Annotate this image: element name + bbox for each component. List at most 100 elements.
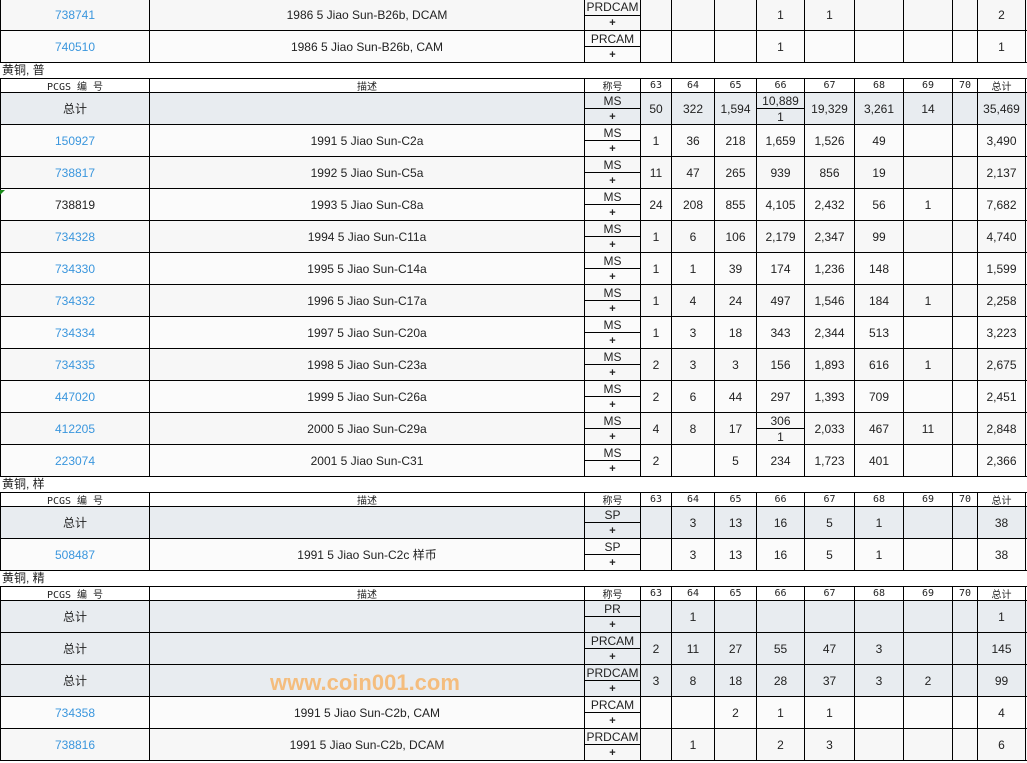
designation: PRDCAM + [585, 729, 641, 760]
grade-count [904, 539, 953, 570]
pcgs-number[interactable]: 734334 [0, 317, 150, 348]
pcgs-number[interactable]: 738741 [0, 0, 150, 30]
grade-count [641, 697, 672, 728]
grade-count [904, 697, 953, 728]
header-total: 总计 [978, 79, 1026, 92]
description: 1991 5 Jiao Sun-C2b, CAM [150, 697, 585, 728]
grade-count [904, 31, 953, 62]
pcgs-number[interactable]: 447020 [0, 381, 150, 412]
pcgs-number[interactable]: 740510 [0, 31, 150, 62]
grade-count: 709 [855, 381, 904, 412]
total-label: 总计 [0, 665, 150, 696]
designation-label: MS [603, 93, 622, 108]
header-grade: 69 [904, 79, 953, 92]
plus-label: + [585, 172, 640, 188]
header-grade: 63 [641, 493, 672, 506]
designation: MS + [585, 221, 641, 252]
table-row: 738741 1986 5 Jiao Sun-B26b, DCAM PRDCAM +1… [0, 0, 1027, 31]
plus-label: + [585, 300, 640, 316]
pcgs-number[interactable]: 412205 [0, 413, 150, 444]
pcgs-number[interactable]: 150927 [0, 125, 150, 156]
header-grade: 68 [855, 79, 904, 92]
plus-label: + [585, 554, 640, 570]
description: 1995 5 Jiao Sun-C14a [150, 253, 585, 284]
table-row: 734358 1991 5 Jiao Sun-C2b, CAM PRCAM +2 1 1 4 [0, 697, 1027, 729]
header-grade: 70 [953, 587, 978, 600]
designation: MS + [585, 285, 641, 316]
header-grade: 64 [672, 587, 715, 600]
header-grade: 67 [805, 79, 855, 92]
total-label: 总计 [0, 633, 150, 664]
pcgs-number[interactable]: 738817 [0, 157, 150, 188]
table-row: 412205 2000 5 Jiao Sun-C29a MS +4 8 17 306 1 2,0… [0, 413, 1027, 445]
table-row: 734330 1995 5 Jiao Sun-C14a MS +1 1 39 174 1,23… [0, 253, 1027, 285]
grade-count [953, 93, 978, 124]
grade-count [641, 601, 672, 632]
header-row: PCGS 编 号描述 称号 63 64 65 66 67 68 69 70 总计 [0, 586, 1027, 601]
total-label: 总计 [0, 507, 150, 538]
designation: PRCAM + [585, 633, 641, 664]
pcgs-number[interactable]: 508487 [0, 539, 150, 570]
grade-count [855, 0, 904, 30]
pcgs-number[interactable]: 738816 [0, 729, 150, 760]
designation: SP + [585, 507, 641, 538]
grade-count [953, 507, 978, 538]
grade-count: 148 [855, 253, 904, 284]
pcgs-number[interactable]: 734335 [0, 349, 150, 380]
plus-label: + [585, 140, 640, 156]
pcgs-number[interactable]: 734332 [0, 285, 150, 316]
pcgs-number[interactable]: 734358 [0, 697, 150, 728]
grade-count [953, 539, 978, 570]
designation-label: PRDCAM [586, 729, 639, 744]
description: 1998 5 Jiao Sun-C23a [150, 349, 585, 380]
grade-count [904, 381, 953, 412]
header-pcgs: PCGS 编 号 [0, 587, 150, 600]
plus-label: + [585, 108, 640, 124]
designation-label: PRDCAM [586, 0, 639, 15]
grade-count: 401 [855, 445, 904, 476]
table-row: 223074 2001 5 Jiao Sun-C31 MS +2 5 234 1,723 40… [0, 445, 1027, 477]
grade-count: 37 [805, 665, 855, 696]
grade-count [715, 729, 757, 760]
plus-label: + [585, 364, 640, 380]
plus-label: + [585, 268, 640, 284]
grade-count: 1 [641, 253, 672, 284]
grade-count: 1,546 [805, 285, 855, 316]
grade-count: 856 [805, 157, 855, 188]
row-total: 7,682 [978, 189, 1026, 220]
grade-count [672, 445, 715, 476]
grade-count: 99 [855, 221, 904, 252]
grade-count: 44 [715, 381, 757, 412]
table-row: 738817 1992 5 Jiao Sun-C5a MS +11 47 265 939 85… [0, 157, 1027, 189]
grade-count [715, 601, 757, 632]
description: 1996 5 Jiao Sun-C17a [150, 285, 585, 316]
header-pcgs: PCGS 编 号 [0, 79, 150, 92]
grade-count: 16 [757, 507, 805, 538]
description [150, 93, 585, 124]
pcgs-number[interactable]: 734328 [0, 221, 150, 252]
grade-count [904, 507, 953, 538]
grade-count: 322 [672, 93, 715, 124]
plus-label: + [585, 522, 640, 538]
description: 1999 5 Jiao Sun-C26a [150, 381, 585, 412]
plus-label: + [585, 648, 640, 664]
designation: MS + [585, 413, 641, 444]
grade-count: 2 [641, 381, 672, 412]
header-desc: 描述 [150, 493, 585, 506]
grade-count [855, 31, 904, 62]
designation-label: MS [603, 157, 622, 172]
designation: PR + [585, 601, 641, 632]
grade-count: 1 [855, 539, 904, 570]
plus-label: + [585, 712, 640, 728]
designation-label: MS [603, 221, 622, 236]
pcgs-number[interactable]: 734330 [0, 253, 150, 284]
header-grade: 64 [672, 79, 715, 92]
description [150, 601, 585, 632]
plus-label: + [585, 204, 640, 220]
grade-count [953, 157, 978, 188]
grade-count [757, 601, 805, 632]
grade-count: 6 [672, 381, 715, 412]
header-grade: 68 [855, 493, 904, 506]
row-total: 1,599 [978, 253, 1026, 284]
pcgs-number[interactable]: 223074 [0, 445, 150, 476]
